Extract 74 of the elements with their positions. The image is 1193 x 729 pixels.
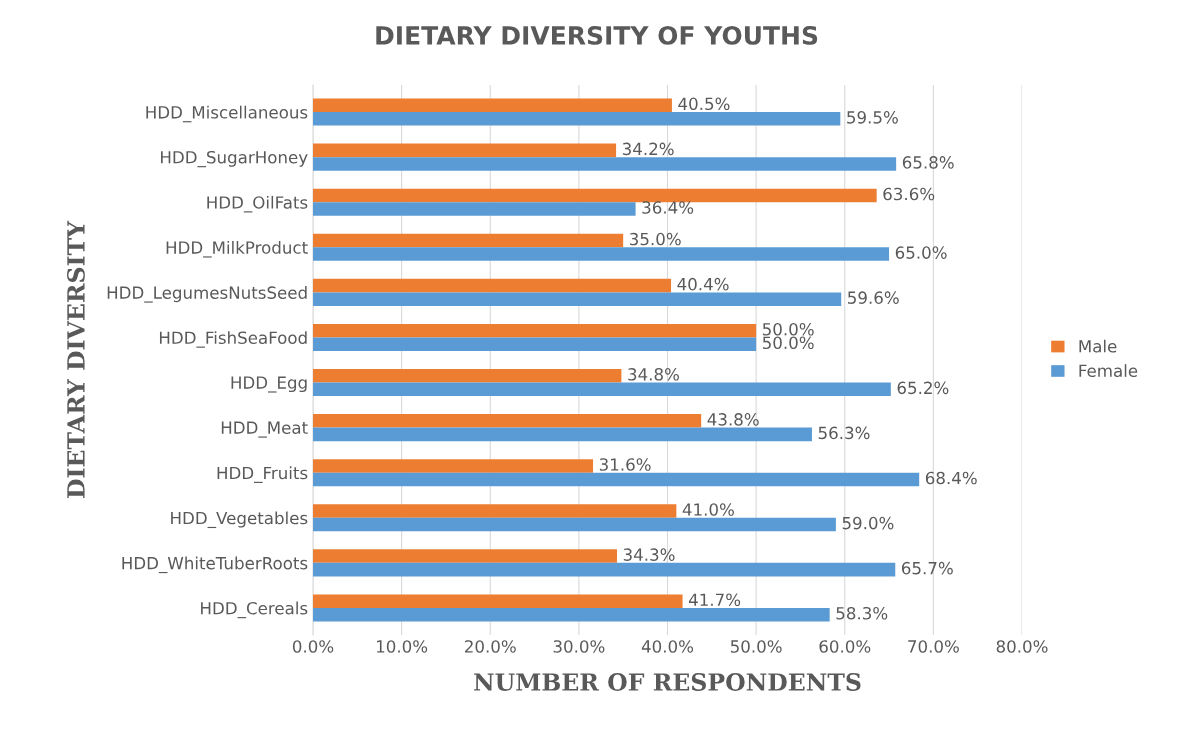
bar xyxy=(313,233,624,248)
legend-label: Male xyxy=(1079,339,1117,353)
x-axis-title: NUMBER OF RESPONDENTS xyxy=(474,673,861,691)
y-tick-label: HDD_Egg xyxy=(231,376,307,393)
y-tick-label: HDD_Miscellaneous xyxy=(146,105,308,123)
data-label: 65.0% xyxy=(895,246,947,259)
data-label: 63.6% xyxy=(883,187,935,201)
data-label: 43.8% xyxy=(707,413,759,426)
y-tick-label: HDD_Meat xyxy=(221,421,308,438)
x-tick-label: 30.0% xyxy=(553,640,605,653)
bar xyxy=(313,292,842,306)
data-label: 34.2% xyxy=(622,142,674,156)
bar xyxy=(313,202,636,216)
data-label: 36.4% xyxy=(642,201,694,214)
bar xyxy=(313,278,672,293)
y-tick-label: HDD_SugarHoney xyxy=(161,150,308,168)
x-tick-label: 10.0% xyxy=(376,640,428,653)
bar xyxy=(313,247,890,261)
y-tick-label: HDD_MilkProduct xyxy=(166,240,308,258)
x-tick-label: 20.0% xyxy=(465,640,516,653)
data-label: 65.7% xyxy=(901,561,953,575)
x-tick-label: 80.0% xyxy=(996,640,1048,653)
x-tick-label: 70.0% xyxy=(908,640,959,653)
bar xyxy=(313,427,812,442)
bar xyxy=(313,517,836,532)
bar xyxy=(313,112,841,126)
bar xyxy=(313,369,622,383)
y-tick-label: HDD_LegumesNutsSeed xyxy=(107,286,307,303)
bar xyxy=(313,323,757,338)
y-tick-label: HDD_Cereals xyxy=(201,601,308,619)
chart-title: DIETARY DIVERSITY OF YOUTHS xyxy=(376,25,818,45)
data-label: 58.3% xyxy=(836,606,888,620)
bar xyxy=(313,98,672,113)
data-label: 56.3% xyxy=(818,426,870,440)
bar xyxy=(313,382,891,397)
data-label: 41.0% xyxy=(682,503,734,516)
y-tick-label: HDD_Fruits xyxy=(217,466,308,483)
data-label: 34.3% xyxy=(623,548,675,561)
data-label: 50.0% xyxy=(762,336,814,350)
data-label: 35.0% xyxy=(630,232,681,246)
x-tick-label: 0.0% xyxy=(292,640,334,653)
bar xyxy=(313,562,896,577)
data-label: 34.8% xyxy=(628,368,679,381)
data-label: 65.8% xyxy=(902,156,954,169)
bar xyxy=(313,414,702,428)
bar xyxy=(313,549,617,563)
data-label: 68.4% xyxy=(925,471,977,485)
data-label: 41.7% xyxy=(688,593,741,607)
y-tick-label: HDD_OilFats xyxy=(207,195,308,213)
x-tick-label: 40.0% xyxy=(641,640,694,653)
data-label: 40.4% xyxy=(677,277,729,291)
x-tick-label: 50.0% xyxy=(730,640,782,653)
bar xyxy=(313,143,617,158)
legend-label: Female xyxy=(1079,364,1138,378)
data-label: 59.0% xyxy=(842,516,894,530)
bar xyxy=(313,157,897,171)
y-tick-label: HDD_Vegetables xyxy=(171,511,308,529)
x-tick-label: 60.0% xyxy=(819,640,871,653)
bar xyxy=(313,607,830,622)
data-label: 65.2% xyxy=(897,381,949,395)
bar xyxy=(313,504,677,518)
data-label: 59.5% xyxy=(847,111,898,124)
bar xyxy=(313,459,594,473)
data-label: 31.6% xyxy=(599,458,651,471)
bar xyxy=(313,472,920,487)
data-label: 50.0% xyxy=(762,322,814,336)
bar xyxy=(313,188,877,203)
data-label: 59.6% xyxy=(848,291,899,304)
y-axis-title: DIETARY DIVERSITY xyxy=(67,220,85,498)
y-tick-label: HDD_FishSeaFood xyxy=(159,331,307,348)
bar xyxy=(313,594,683,608)
y-tick-label: HDD_WhiteTuberRoots xyxy=(122,556,308,574)
bar xyxy=(313,337,757,351)
data-label: 40.5% xyxy=(678,97,730,111)
